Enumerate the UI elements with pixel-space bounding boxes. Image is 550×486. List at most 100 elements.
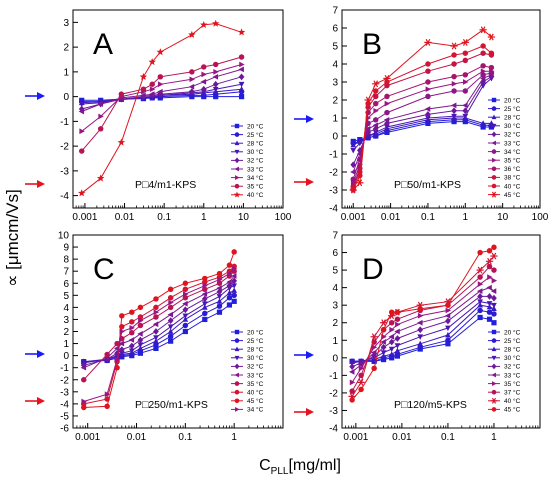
- panel-c-data-point: [182, 322, 189, 329]
- panel-b-data-point: [480, 120, 486, 126]
- panel-d-data-point: [357, 378, 365, 386]
- panel-b-data-point: [462, 72, 469, 78]
- panel-c-legend-marker: [234, 398, 240, 404]
- panel-d-legend-label: 25 °C: [504, 337, 521, 345]
- panel-c-y-tick-label: -1: [60, 363, 69, 374]
- panel-d-x-tick-label: 0.001: [343, 432, 368, 443]
- panel-d-data-point: [486, 263, 493, 270]
- panel-d-legend: 20 °C25 °C28 °C30 °C32 °C33 °C35 °C37 °C…: [488, 328, 521, 414]
- panel-b-legend-marker: [491, 114, 497, 120]
- panel-c-y-tick-label: -2: [60, 375, 69, 386]
- panel-b-x-tick-label: 0.1: [421, 212, 435, 223]
- panels: 0.001 0.01 0.1 1 10 100-4-3-2-10123AP□4/m1-KP…: [25, 6, 549, 443]
- panel-b-letter: B: [362, 28, 382, 61]
- panel-c-data-point: [167, 328, 174, 334]
- panel-c-y-tick-label: 5: [63, 291, 69, 302]
- panel-b-legend-marker: [491, 183, 497, 189]
- panel-d-legend-marker: [491, 346, 497, 352]
- panel-b-data-point: [350, 169, 356, 175]
- panel-c-legend-marker: [234, 372, 239, 378]
- x-axis-label-rest: [mg/ml]: [288, 457, 340, 474]
- panel-d-data-point: [417, 305, 423, 312]
- panel-d-data-point: [486, 316, 493, 322]
- panel-a-x-tick-label: 0.01: [115, 212, 135, 223]
- panel-d-data-point: [445, 341, 451, 347]
- panel-c-data-point: [231, 277, 238, 285]
- panel-b-data-point: [462, 57, 469, 64]
- panel-b-y-tick-label: 3: [332, 78, 338, 89]
- panel-d-data-point: [445, 331, 451, 338]
- panel-c: 0.001 0.01 0.1 1-6-5-4-3-2-1012345678910CP□…: [25, 231, 284, 443]
- panel-a-legend-marker: [234, 140, 240, 146]
- panel-b-data-point: [364, 96, 372, 104]
- panel-c-data-point: [129, 325, 135, 331]
- panel-b-data-point: [356, 179, 364, 187]
- panel-b-data-point: [451, 113, 457, 120]
- panel-d-data-point: [380, 343, 387, 351]
- panel-d-data-point: [371, 349, 377, 356]
- panel-b-data-point: [488, 64, 495, 71]
- panel-d-data-point: [379, 319, 388, 327]
- panel-b-x-tick-label: 0.01: [381, 212, 401, 223]
- panel-a-data-point: [156, 48, 165, 56]
- panel-d-data-point: [388, 338, 395, 346]
- panel-c-legend-label: 40 °C: [247, 389, 264, 397]
- panel-c-data-point: [201, 304, 208, 310]
- panel-c-data-point: [182, 306, 189, 314]
- x-axis-label-sub: PLL: [271, 466, 289, 477]
- panel-c-data-point: [153, 335, 159, 341]
- panel-c-data-point: [231, 287, 238, 293]
- panel-b-data-point: [462, 113, 469, 120]
- panel-c-y-tick-label: 8: [63, 255, 69, 266]
- panel-b-legend-label: 35 °C: [504, 157, 521, 165]
- panel-c-legend-marker: [234, 346, 240, 352]
- panel-b-red-arrow: [294, 178, 314, 186]
- panel-a-data-point: [157, 74, 164, 80]
- panel-c-data-point: [226, 289, 233, 296]
- panel-d-letter: D: [362, 253, 384, 286]
- panel-c-data-point: [182, 300, 188, 307]
- panel-b-legend-label: 25 °C: [504, 105, 521, 113]
- panel-c-data-point: [129, 329, 135, 336]
- panel-d-y-tick-label: 0: [332, 353, 338, 364]
- panel-c-data-point: [201, 301, 208, 307]
- panel-c-data-point: [138, 317, 144, 324]
- panel-c-legend-marker: [234, 355, 240, 361]
- panel-c-data-point: [168, 338, 174, 344]
- panel-c-data-point: [153, 345, 159, 351]
- panel-a-data-point: [238, 81, 245, 88]
- panel-c-data-point: [183, 291, 189, 297]
- panel-d-data-point: [486, 248, 493, 254]
- panel-d-data-point: [477, 293, 483, 300]
- panel-b-data-point: [425, 93, 431, 100]
- panel-c-x-tick-label: 0.001: [75, 432, 100, 443]
- panel-c-data-point: [137, 304, 144, 311]
- panel-c-data-point: [231, 273, 237, 279]
- panel-d-data-point: [477, 274, 483, 280]
- panel-b-data-point: [384, 109, 390, 116]
- panel-d-y-tick-label: -3: [329, 406, 338, 417]
- panel-c-y-tick-label: 10: [58, 231, 70, 242]
- panel-b-legend-label: 32 °C: [504, 131, 521, 139]
- panel-c-data-point: [81, 398, 87, 405]
- panel-c-y-tick-label: 9: [63, 243, 69, 254]
- panel-d-data-point: [445, 337, 451, 344]
- panel-c-data-point: [137, 342, 144, 348]
- panel-c-data-point: [118, 346, 125, 353]
- panel-c-legend-marker: [234, 363, 240, 370]
- panel-d-y-tick-label: -2: [329, 388, 338, 399]
- panel-b-y-tick-label: 6: [332, 24, 338, 35]
- panel-d-legend-label: 45 °C: [504, 406, 521, 414]
- panel-b-data-point: [479, 26, 487, 34]
- panel-a-y-tick-label: 3: [63, 18, 69, 29]
- panel-c-x-tick-label: 1: [231, 432, 237, 443]
- panel-b-data-point: [384, 124, 390, 131]
- panel-a-data-point: [237, 28, 246, 36]
- panel-d-data-point: [358, 386, 364, 393]
- panel-b-data-point: [373, 107, 379, 114]
- panel-d-data-point: [445, 302, 451, 308]
- panel-b-data-point: [462, 88, 469, 94]
- panel-b-data-point: [383, 74, 391, 82]
- panel-c-data-point: [216, 294, 223, 300]
- panel-b-legend-marker: [491, 106, 497, 111]
